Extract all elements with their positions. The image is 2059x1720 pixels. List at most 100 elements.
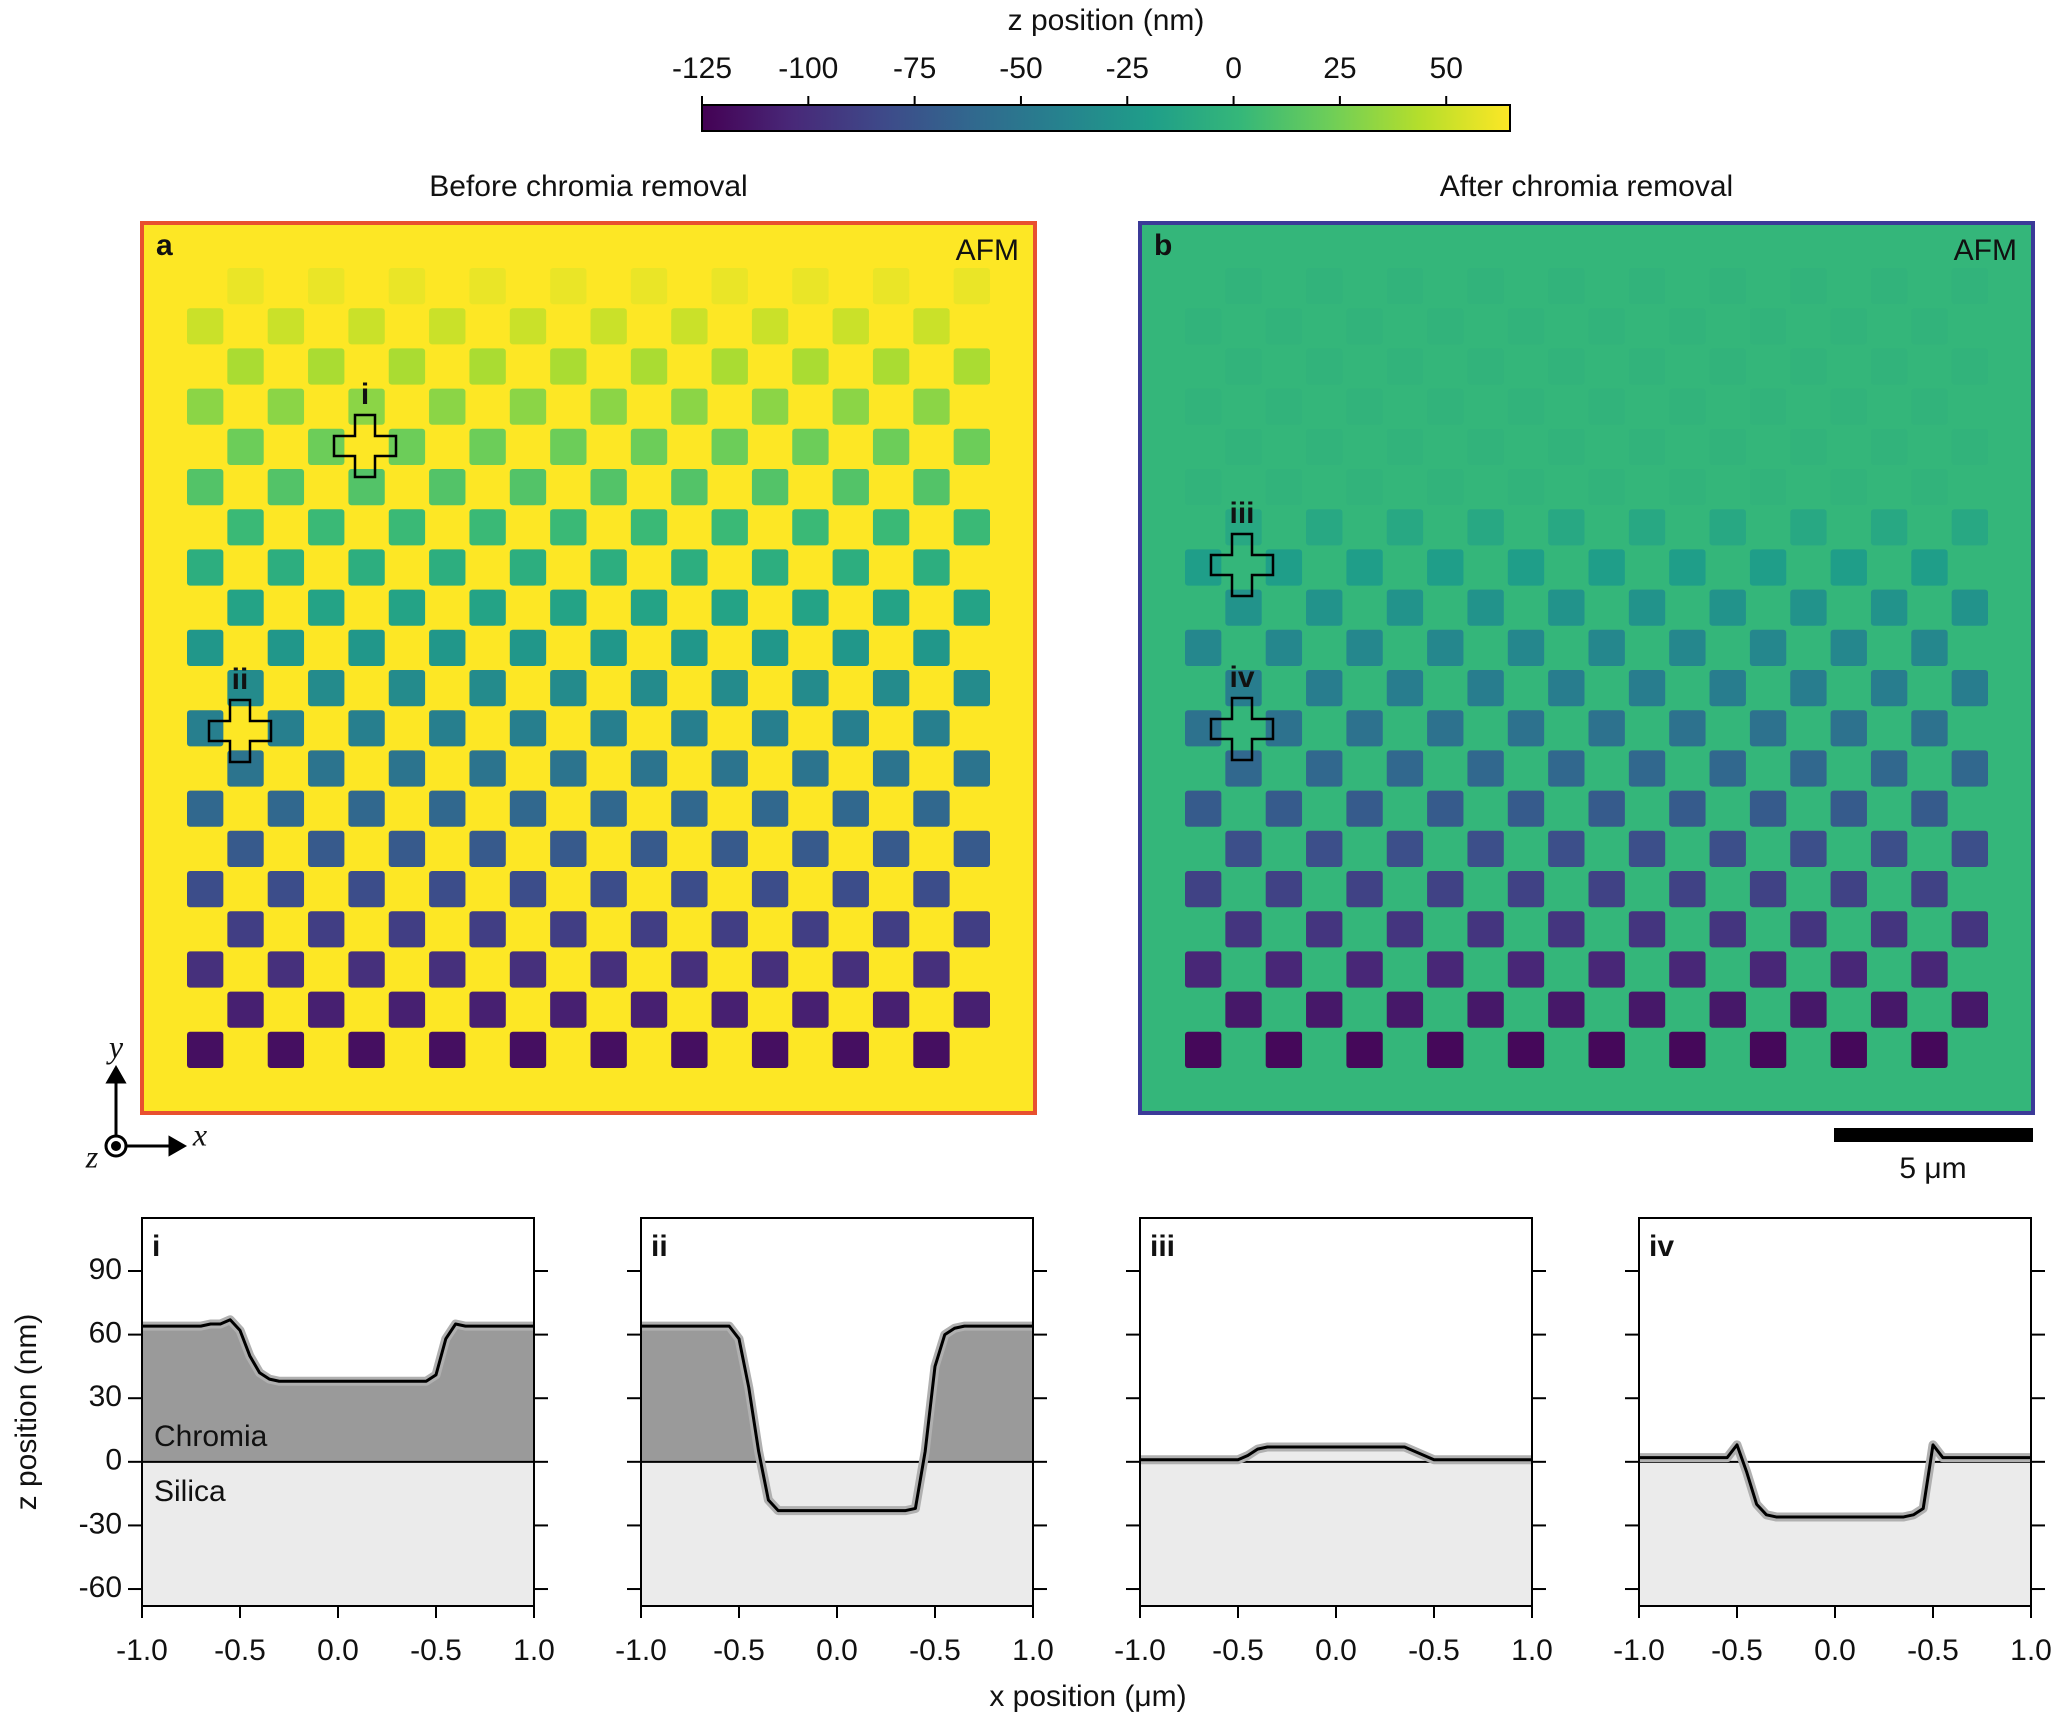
afm-square <box>590 951 627 988</box>
afm-square <box>1709 428 1746 465</box>
afm-square <box>1669 951 1706 988</box>
afm-square <box>1911 871 1948 908</box>
afm-square <box>1870 509 1908 546</box>
afm-square <box>1306 348 1343 385</box>
afm-square <box>1467 911 1504 948</box>
technique-label: AFM <box>1954 234 2017 267</box>
afm-square <box>630 830 668 867</box>
afm-square <box>1467 428 1504 465</box>
afm-square <box>1467 268 1504 305</box>
profile-line <box>641 1324 1033 1513</box>
afm-square <box>1951 428 1988 465</box>
afm-square <box>872 428 910 465</box>
annotation: Silica <box>154 1475 226 1508</box>
profile-line <box>1639 1443 2031 1519</box>
afm-square <box>1185 388 1222 425</box>
afm-square <box>227 830 264 867</box>
afm-square <box>1427 308 1464 345</box>
afm-square <box>671 629 708 666</box>
afm-square <box>267 1031 305 1068</box>
afm-square <box>187 951 224 988</box>
afm-square <box>1790 991 1827 1028</box>
afm-frame <box>1138 221 2035 1115</box>
afm-square <box>751 469 789 506</box>
afm-square <box>1749 790 1787 827</box>
afm-square <box>429 308 466 345</box>
afm-square <box>1225 830 1262 867</box>
afm-square <box>751 871 789 908</box>
afm-square <box>1265 549 1303 586</box>
afm-square <box>832 549 869 586</box>
afm-square <box>711 589 748 626</box>
afm-square <box>1185 549 1222 586</box>
afm-square <box>953 670 990 707</box>
afm-square <box>1548 268 1585 305</box>
colorbar-tick-label: 50 <box>1430 52 1463 85</box>
afm-square <box>1467 750 1504 787</box>
afm-square <box>711 911 748 948</box>
afm-square <box>469 750 506 787</box>
afm-square <box>1749 549 1787 586</box>
afm-square <box>187 871 224 908</box>
afm-square <box>429 710 466 747</box>
y-tick-label: -60 <box>79 1571 122 1604</box>
afm-square <box>1951 750 1988 787</box>
afm-square <box>832 951 869 988</box>
afm-square <box>1225 268 1262 305</box>
afm-square <box>872 911 910 948</box>
technique-label: AFM <box>956 234 1019 267</box>
afm-square <box>469 509 506 546</box>
afm-square <box>1306 991 1343 1028</box>
x-tick-label: -1.0 <box>1613 1634 1665 1667</box>
afm-square <box>1628 589 1666 626</box>
afm-square <box>1346 388 1383 425</box>
afm-square <box>671 951 708 988</box>
afm-square <box>872 509 910 546</box>
afm-square <box>1225 991 1262 1028</box>
afm-square <box>1749 951 1787 988</box>
afm-square <box>1870 428 1908 465</box>
afm-square <box>1588 951 1625 988</box>
afm-square <box>1548 670 1585 707</box>
afm-square <box>1709 830 1746 867</box>
afm-square <box>953 589 990 626</box>
afm-square <box>1306 750 1343 787</box>
marker-label: i <box>361 378 369 411</box>
afm-square <box>711 670 748 707</box>
afm-square <box>469 268 506 305</box>
afm-square <box>1830 549 1867 586</box>
profile-marker <box>1209 532 1275 598</box>
afm-square <box>1830 871 1867 908</box>
afm-square <box>308 750 345 787</box>
afm-square <box>1265 1031 1303 1068</box>
afm-square <box>308 268 345 305</box>
afm-square <box>187 790 224 827</box>
profile-line <box>1140 1445 1532 1462</box>
afm-square <box>1830 469 1867 506</box>
afm-square <box>1507 951 1545 988</box>
afm-square <box>187 388 224 425</box>
afm-square <box>953 509 990 546</box>
afm-square <box>1507 790 1545 827</box>
afm-square <box>671 790 708 827</box>
afm-square <box>1507 710 1545 747</box>
afm-square <box>227 670 264 707</box>
afm-square <box>1911 308 1948 345</box>
afm-square <box>1346 469 1383 506</box>
afm-square <box>1709 509 1746 546</box>
afm-square <box>388 830 426 867</box>
afm-square <box>227 750 264 787</box>
profile-marker <box>332 413 398 479</box>
afm-square <box>267 710 305 747</box>
afm-square <box>590 871 627 908</box>
afm-square <box>630 428 668 465</box>
x-tick-label: -0.5 <box>1907 1634 1959 1667</box>
afm-square <box>590 469 627 506</box>
afm-square <box>308 589 345 626</box>
afm-square <box>1467 991 1504 1028</box>
y-tick-label: 90 <box>89 1253 122 1286</box>
x-tick-label: 1.0 <box>513 1634 555 1667</box>
x-tick-label: -0.5 <box>1212 1634 1264 1667</box>
afm-square <box>1870 911 1908 948</box>
afm-square <box>429 469 466 506</box>
